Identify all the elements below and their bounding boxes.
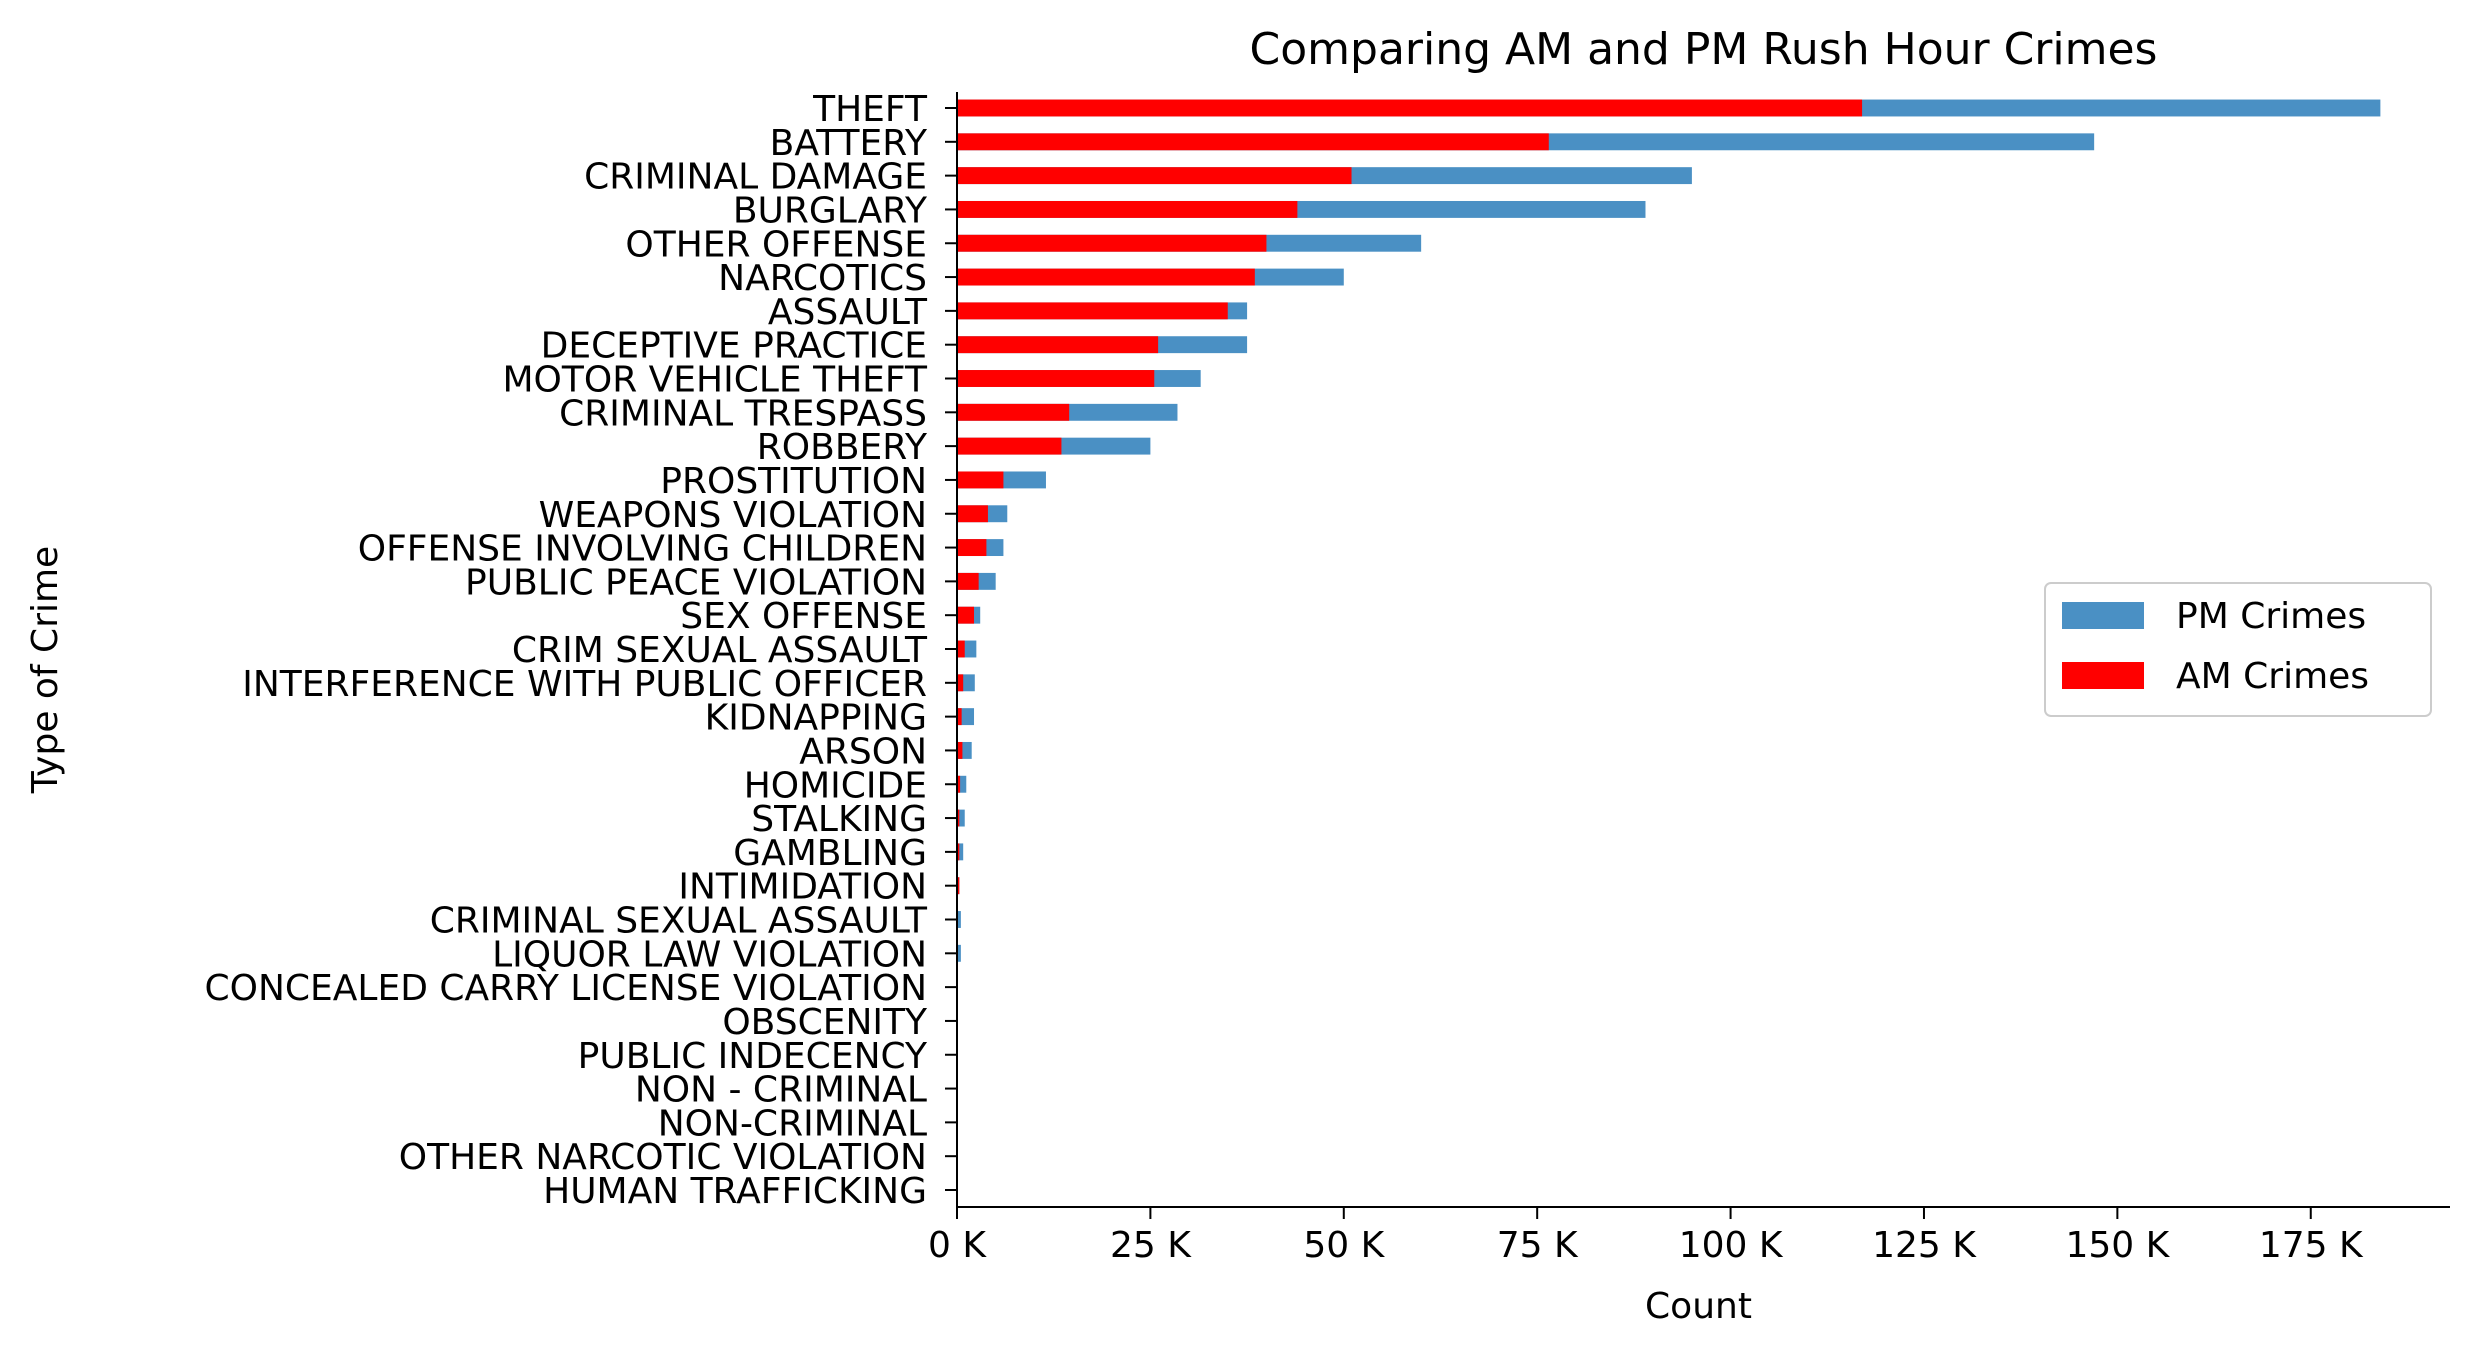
- series-am-crimes: [957, 100, 1862, 1199]
- bar-am-crimes-assault: [957, 302, 1228, 319]
- bar-am-crimes-theft: [957, 100, 1862, 117]
- legend-label-pm: PM Crimes: [2176, 596, 2366, 637]
- y-axis-title: Type of Crime: [25, 546, 66, 794]
- chart-title: Comparing AM and PM Rush Hour Crimes: [1250, 24, 2158, 75]
- x-axis-title: Count: [1645, 1286, 1752, 1327]
- bar-am-crimes-criminal-damage: [957, 167, 1352, 184]
- bar-am-crimes-sex-offense: [957, 607, 974, 624]
- x-tick-label: 150 K: [2065, 1225, 2170, 1266]
- bar-am-crimes-weapons-violation: [957, 505, 988, 522]
- x-tick-label: 100 K: [1679, 1225, 1784, 1266]
- bar-am-crimes-burglary: [957, 201, 1297, 218]
- bar-am-crimes-criminal-trespass: [957, 404, 1069, 421]
- legend-swatch-pm: [2062, 602, 2144, 629]
- bar-am-crimes-public-peace-violation: [957, 573, 979, 590]
- bar-am-crimes-other-offense: [957, 235, 1266, 252]
- bar-am-crimes-offense-involving-children: [957, 539, 986, 556]
- x-tick-label: 75 K: [1497, 1225, 1579, 1266]
- y-tick-label: HUMAN TRAFFICKING: [543, 1171, 927, 1212]
- bar-am-crimes-robbery: [957, 438, 1061, 455]
- bar-am-crimes-narcotics: [957, 269, 1255, 286]
- x-tick-label: 25 K: [1110, 1225, 1192, 1266]
- bar-am-crimes-battery: [957, 133, 1549, 150]
- x-axis-ticks: 0 K 25 K 50 K 75 K 100 K 125 K 150 K 175 K: [928, 1207, 2364, 1266]
- bar-am-crimes-crim-sexual-assault: [957, 641, 965, 658]
- x-tick-label: 0 K: [928, 1225, 987, 1266]
- legend-swatch-am: [2062, 662, 2144, 689]
- legend: PM Crimes AM Crimes: [2045, 583, 2431, 716]
- legend-label-am: AM Crimes: [2176, 656, 2369, 697]
- bar-am-crimes-deceptive-practice: [957, 336, 1158, 353]
- x-tick-label: 50 K: [1303, 1225, 1385, 1266]
- bar-am-crimes-motor-vehicle-theft: [957, 370, 1154, 387]
- x-tick-label: 125 K: [1872, 1225, 1977, 1266]
- x-tick-label: 175 K: [2259, 1225, 2364, 1266]
- bar-am-crimes-prostitution: [957, 471, 1003, 488]
